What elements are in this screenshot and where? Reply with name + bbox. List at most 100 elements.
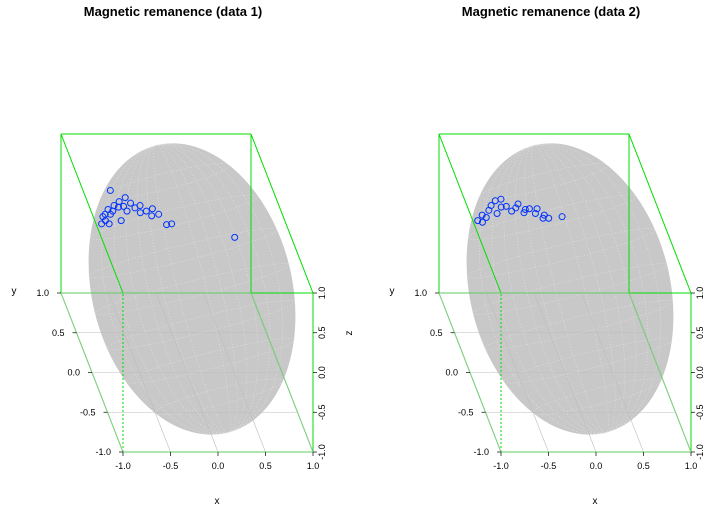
x-tick-label: 1.0: [307, 461, 320, 471]
data-point: [502, 202, 510, 210]
sphere-meridian: [503, 144, 637, 434]
sphere-parallel: [467, 194, 637, 240]
y-tick-label: 0.0: [445, 368, 458, 378]
x-axis-label: x: [215, 496, 220, 507]
data-point: [497, 203, 505, 211]
data-point: [525, 205, 533, 213]
sphere-parallel: [466, 228, 656, 279]
sphere-meridian: [514, 144, 626, 434]
x-tick-label: -1.0: [115, 461, 131, 471]
data-point: [163, 221, 171, 229]
y-axis-label: y: [390, 286, 395, 297]
data-point: [497, 195, 505, 203]
box-edge: [60, 133, 124, 294]
data-point: [474, 217, 482, 225]
z-tick-label: 1.0: [695, 287, 705, 300]
chart-title: Magnetic remanence (data 1): [84, 4, 262, 19]
chart-title: Magnetic remanence (data 2): [462, 4, 640, 19]
data-point: [148, 212, 156, 220]
x-tick-label: -0.5: [541, 461, 557, 471]
x-tick-label: 0.5: [637, 461, 650, 471]
data-point: [512, 204, 520, 212]
data-point: [120, 202, 128, 210]
data-point: [478, 218, 486, 226]
axis-ticks: -1.0 -0.5 0.0 0.5 1.0-1.0-0.50.00.51.0-1.0-0…: [414, 287, 705, 471]
data-point: [533, 205, 541, 213]
y-axis-label: y: [12, 286, 17, 297]
grid-line-x: [628, 292, 692, 453]
z-tick-label: -0.5: [695, 404, 705, 420]
data-point: [115, 198, 123, 206]
y-tick-label: 1.0: [414, 288, 427, 298]
data-point: [487, 202, 495, 210]
sphere-meridian: [479, 143, 661, 435]
sphere-body: [88, 143, 296, 435]
grid-line-x: [203, 292, 266, 453]
sphere-parallel: [532, 378, 662, 415]
z-tick-label: 0.5: [695, 326, 705, 339]
sphere-parallel: [154, 378, 284, 415]
y-tick-label: 0.0: [67, 368, 80, 378]
y-tick-label: 1.0: [36, 288, 49, 298]
data-point: [168, 220, 176, 228]
data-point: [104, 206, 112, 214]
y-tick-label: 0.5: [52, 328, 65, 338]
data-points: [98, 186, 239, 241]
sphere-parallel: [478, 163, 608, 200]
sphere-parallel: [472, 263, 668, 315]
grid-line-x: [581, 292, 644, 453]
z-tick-label: -0.5: [317, 404, 327, 420]
x-tick-label: 0.5: [259, 461, 272, 471]
data-point: [136, 202, 144, 210]
z-tick-label: 1.0: [317, 287, 327, 300]
sphere-meridian: [524, 144, 616, 434]
data-point: [99, 213, 107, 221]
data-point: [106, 186, 114, 194]
data-point: [123, 207, 131, 215]
sphere-parallel: [100, 163, 230, 200]
sphere-parallel: [484, 299, 674, 350]
panel-data-2: Magnetic remanence (data 2) x y -1.0 -0.5…: [390, 4, 706, 507]
data-point: [105, 220, 113, 228]
data-point: [493, 210, 501, 217]
z-tick-label: 0.5: [317, 326, 327, 339]
sphere-surface: [88, 143, 296, 435]
data-point: [117, 217, 125, 225]
y-tick-label: -1.0: [95, 447, 111, 457]
x-tick-label: 0.0: [590, 461, 603, 471]
z-tick-label: 0.0: [695, 366, 705, 379]
x-tick-label: -1.0: [493, 461, 509, 471]
floor-grid: [438, 292, 692, 453]
x-tick-label: 0.0: [212, 461, 225, 471]
grid-line-x: [250, 292, 314, 453]
box-edge: [438, 133, 502, 294]
sphere-parallel: [106, 299, 296, 350]
y-tick-label: -0.5: [458, 407, 474, 417]
x-tick-label: 1.0: [685, 461, 698, 471]
box-edge: [628, 133, 692, 294]
data-point: [531, 210, 539, 217]
panel-data-1: Magnetic remanence (data 1) x y z -1.0 -0…: [12, 4, 356, 507]
y-tick-label: 0.5: [430, 328, 443, 338]
sphere-parallel: [125, 338, 295, 384]
sphere-meridian: [146, 144, 238, 434]
data-point: [231, 233, 239, 241]
sphere-surface: [466, 143, 674, 435]
axis-ticks: -1.0 -0.5 0.0 0.5 1.0-1.0-0.50.00.51.0-1.0-0…: [36, 287, 327, 471]
z-axis-label: z: [344, 331, 355, 336]
z-tick-label: 0.0: [317, 366, 327, 379]
sphere-parallel: [503, 338, 673, 384]
y-tick-label: -0.5: [80, 407, 96, 417]
data-point: [148, 205, 156, 213]
data-point: [514, 200, 522, 208]
x-axis-label: x: [593, 496, 598, 507]
sphere-parallel: [89, 194, 259, 240]
sphere-body: [466, 143, 674, 435]
data-point: [558, 213, 566, 221]
data-point: [142, 207, 150, 215]
z-tick-label: -1.0: [695, 444, 705, 460]
data-point: [520, 209, 528, 217]
sphere-parallel: [88, 228, 278, 279]
data-point: [155, 210, 163, 218]
